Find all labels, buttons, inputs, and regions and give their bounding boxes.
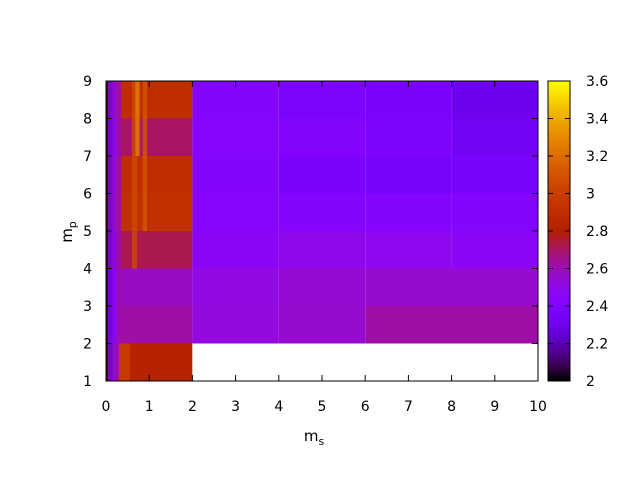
heatmap-stripe <box>135 81 140 156</box>
x-tick-label: 6 <box>361 399 370 415</box>
heatmap-cell <box>451 231 538 269</box>
heatmap-cell <box>192 343 538 381</box>
heatmap-cell <box>365 81 452 119</box>
x-axis-label: ms <box>304 427 325 448</box>
y-tick-label: 9 <box>83 74 92 90</box>
x-axis-ticks: 0 1 2 3 4 5 6 7 8 9 10 <box>102 81 547 415</box>
y-tick-label: 7 <box>83 149 92 165</box>
heatmap-cell <box>365 306 538 344</box>
y-axis-label-sub: p <box>66 221 79 228</box>
heatmap-cell <box>365 193 452 231</box>
y-tick-label: 4 <box>83 262 92 278</box>
heatmap-cell <box>192 306 279 344</box>
heatmap-cell <box>451 118 538 156</box>
y-axis-ticks: 1 2 3 4 5 6 7 8 9 <box>83 74 538 390</box>
x-tick-label: 8 <box>447 399 456 415</box>
colorbar-tick-label: 2.2 <box>586 337 608 353</box>
colorbar-tick-label: 2.4 <box>586 299 608 315</box>
heatmap-cell <box>365 231 452 269</box>
heatmap-cell <box>278 193 366 231</box>
heatmap-stripe <box>116 81 122 381</box>
y-tick-label: 3 <box>83 299 92 315</box>
heatmap-stripe <box>142 81 148 231</box>
heatmap-cell <box>192 118 279 156</box>
heatmap-cell <box>365 156 452 194</box>
colorbar-tick-label: 3.4 <box>586 112 608 128</box>
y-tick-label: 1 <box>83 374 92 390</box>
x-axis-label-sub: s <box>318 435 324 448</box>
x-tick-label: 10 <box>529 399 547 415</box>
heatmap-cell <box>192 231 279 269</box>
x-tick-label: 0 <box>102 399 111 415</box>
heatmap-stripe <box>118 343 130 381</box>
colorbar-ticks: 2 2.2 2.4 2.6 2.8 3 3.2 3.4 3.6 <box>548 74 608 390</box>
x-tick-label: 5 <box>318 399 327 415</box>
heatmap-cell <box>451 193 538 231</box>
heatmap-cell <box>278 156 366 194</box>
x-tick-label: 7 <box>404 399 413 415</box>
colorbar-tick-label: 3 <box>586 187 595 203</box>
x-axis-label-main: m <box>304 427 319 445</box>
heatmap-cells <box>106 81 538 381</box>
heatmap-stripe <box>131 81 138 269</box>
y-tick-label: 2 <box>83 337 92 353</box>
colorbar-tick-label: 2.8 <box>586 224 608 240</box>
colorbar-tick-label: 2.6 <box>586 262 608 278</box>
colorbar-tick-label: 3.2 <box>586 149 608 165</box>
heatmap-cell <box>192 156 279 194</box>
heatmap-cell <box>192 193 279 231</box>
heatmap-stripe <box>112 81 117 381</box>
x-tick-label: 4 <box>274 399 283 415</box>
y-tick-label: 6 <box>83 187 92 203</box>
x-tick-label: 2 <box>188 399 197 415</box>
colorbar-tick-label: 2 <box>586 374 595 390</box>
heatmap-cell <box>365 268 538 306</box>
y-axis-label: mp <box>58 221 79 243</box>
y-axis-label-main: m <box>58 228 76 243</box>
heatmap-cell <box>278 306 366 344</box>
y-tick-label: 5 <box>83 224 92 240</box>
heatmap-cell <box>451 156 538 194</box>
colorbar-tick-label: 3.6 <box>586 74 608 90</box>
heatmap-cell <box>278 268 366 306</box>
heatmap-cell <box>365 118 452 156</box>
x-tick-label: 3 <box>231 399 240 415</box>
x-tick-label: 1 <box>145 399 154 415</box>
heatmap-cell <box>278 118 366 156</box>
heatmap-cell <box>192 81 279 119</box>
heatmap-cell <box>451 81 538 119</box>
heatmap-cell <box>278 231 366 269</box>
heatmap-cell <box>278 81 366 119</box>
y-tick-label: 8 <box>83 112 92 128</box>
x-tick-label: 9 <box>490 399 499 415</box>
heatmap-cell <box>192 268 279 306</box>
